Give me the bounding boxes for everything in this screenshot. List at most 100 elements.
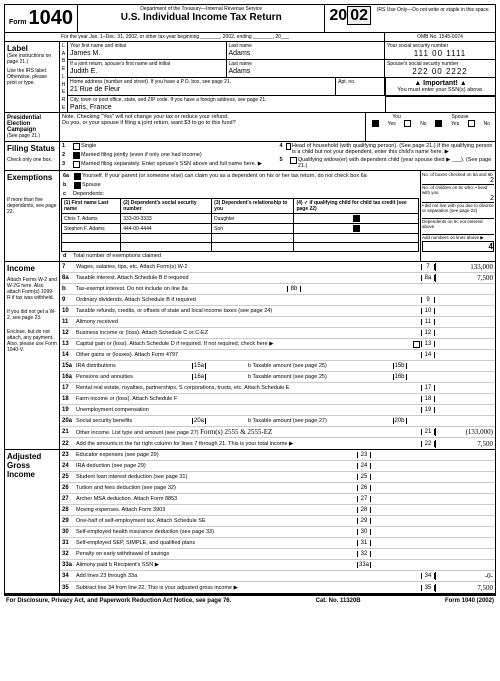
line-23: Educator expenses (see page 29) xyxy=(74,452,357,458)
first-name-field[interactable]: Your first name and initial James M. xyxy=(68,42,227,59)
line-13: Capital gain or (loss). Attach Schedule … xyxy=(74,341,412,347)
dep2-qualifying-checkbox[interactable] xyxy=(353,225,360,232)
line-25: Student loan interest deduction (see pag… xyxy=(74,474,357,480)
filing-mfj-checkbox[interactable] xyxy=(73,152,80,159)
line-35-amount[interactable]: 7,500 xyxy=(435,584,495,592)
filing-opt5: Qualifying widow(er) with dependent chil… xyxy=(298,157,493,169)
pec-you-yes[interactable] xyxy=(372,120,379,127)
line-21-amount[interactable]: (133,000) xyxy=(435,428,495,436)
label-vertical: LABEL HERE xyxy=(60,42,68,112)
line-35: Subtract line 34 from line 22. This is y… xyxy=(74,585,421,591)
footer-catno: Cat. No. 11320B xyxy=(316,598,361,604)
side-label-4: Dependents on 6c not entered above xyxy=(422,219,494,229)
address-field[interactable]: Home address (number and street). If you… xyxy=(68,78,336,95)
line-27: Archer MSA deduction. Attach Form 8853 xyxy=(74,496,357,502)
line-30: Self-employed health insurance deduction… xyxy=(74,529,357,535)
exemptions-title: Exemptions If more than five dependents,… xyxy=(5,171,60,261)
filing-qw-checkbox[interactable] xyxy=(290,157,297,164)
line-24: IRA deduction (see page 29) xyxy=(74,463,357,469)
income-title: Income Attach Forms W-2 and W-2G here. A… xyxy=(5,262,60,449)
line-22-amount[interactable]: 7,500 xyxy=(435,440,495,448)
header-center: Department of the Treasury—Internal Reve… xyxy=(77,5,325,32)
line-14: Other gains or (losses). Attach Form 479… xyxy=(74,352,421,358)
line-9: Ordinary dividends. Attach Schedule B if… xyxy=(74,297,421,303)
omb-number: OMB No. 1545-0074 xyxy=(385,33,495,41)
line-8a-amount[interactable]: 7,500 xyxy=(435,274,495,282)
line-6b: Spouse xyxy=(82,182,101,188)
pec-spouse-no[interactable] xyxy=(468,120,475,127)
line-28: Moving expenses. Attach Form 3903 xyxy=(74,507,357,513)
pec-title: Presidential Election Campaign (See page… xyxy=(5,113,60,141)
dep1-qualifying-checkbox[interactable] xyxy=(353,215,360,222)
label-section-title: Label (See instructions on page 21.) Use… xyxy=(5,42,60,112)
dependents-table: (1) First name Last name (2) Dependent's… xyxy=(61,198,419,252)
apt-field[interactable]: Apt. no. xyxy=(336,78,385,95)
line-11: Alimony received xyxy=(74,319,421,325)
filing-opt2: Married filing jointly (even if only one… xyxy=(81,152,202,158)
line-6d: Total number of exemptions claimed xyxy=(73,253,161,259)
line-6c: Dependents: xyxy=(73,191,104,197)
footer-form-ref: Form 1040 (2002) xyxy=(445,598,494,604)
table-row[interactable] xyxy=(62,243,419,252)
line-18: Farm income or (loss). Attach Schedule F xyxy=(74,396,421,402)
table-row[interactable] xyxy=(62,234,419,243)
filing-status-title: Filing Status Check only one box. xyxy=(5,142,60,170)
line-8a: Taxable interest. Attach Schedule B if r… xyxy=(74,275,421,281)
side-val-2: 2 xyxy=(422,195,494,203)
exemption-spouse-checkbox[interactable] xyxy=(74,182,81,189)
filing-mfs-checkbox[interactable] xyxy=(73,161,80,168)
line-12: Business income or (loss). Attach Schedu… xyxy=(74,330,421,336)
side-label-2: No. of children on 6c who: • lived with … xyxy=(422,185,494,195)
your-ssn[interactable]: Your social security number 111 00 1111 xyxy=(385,42,495,59)
filing-opt1: Single xyxy=(81,143,96,149)
pec-you-label: You xyxy=(392,114,400,120)
exemption-yourself-checkbox[interactable] xyxy=(74,173,81,180)
line-13-checkbox[interactable] xyxy=(413,341,420,348)
line-21: Other income. List type and amount (see … xyxy=(74,428,421,436)
form-number: Form 1040 xyxy=(5,5,77,32)
last-name-field[interactable]: Last name Adams xyxy=(227,42,386,59)
important-notice: ▲ Important! ▲ You must enter your SSN(s… xyxy=(385,78,495,95)
line-34: Add lines 23 through 33a xyxy=(74,573,421,579)
line-8b: Tax-exempt interest. Do not include on l… xyxy=(74,286,287,292)
pec-you-no[interactable] xyxy=(404,120,411,127)
exemptions-total: 4 xyxy=(422,241,494,252)
table-row[interactable]: Stephen F. Adams 444-00-4444 Son xyxy=(62,224,419,234)
spouse-first-name-field[interactable]: If a joint return, spouse's first name a… xyxy=(68,60,227,77)
spouse-ssn[interactable]: Spouse's social security number 222 00 2… xyxy=(385,60,495,77)
tax-year-line: For the year Jan. 1–Dec. 31, 2002, or ot… xyxy=(60,33,385,41)
spouse-last-name-field[interactable]: Last name Adams xyxy=(227,60,386,77)
line-6a: Yourself. If your parent (or someone els… xyxy=(82,173,367,179)
filing-opt4: Head of household (with qualifying perso… xyxy=(292,143,493,155)
line-7: Wages, salaries, tips, etc. Attach Form(… xyxy=(74,264,421,270)
city-field[interactable]: City, town or post office, state, and ZI… xyxy=(68,96,385,112)
line-7-amount[interactable]: 133,000 xyxy=(435,263,495,271)
line-19: Unemployment compensation xyxy=(74,407,421,413)
footer-disclosure: For Disclosure, Privacy Act, and Paperwo… xyxy=(6,598,231,604)
line-20a: Social security benefits xyxy=(74,418,192,424)
filing-hoh-checkbox[interactable] xyxy=(286,143,291,150)
line-22: Add the amounts in the far right column … xyxy=(74,441,421,447)
pec-question: Do you, or your spouse if filing a joint… xyxy=(62,120,363,126)
filing-opt3: Married filing separately. Enter spouse'… xyxy=(81,161,262,167)
table-row[interactable]: Chris T. Adams 333-00-3333 Daughter xyxy=(62,214,419,224)
line-10: Taxable refunds, credits, or offsets of … xyxy=(74,308,421,314)
filing-single-checkbox[interactable] xyxy=(73,143,80,150)
line-29: One-half of self-employment tax. Attach … xyxy=(74,518,357,524)
line-33a: Alimony paid b Recipient's SSN ▶ xyxy=(74,562,357,568)
line-26: Tuition and fees deduction (see page 32) xyxy=(74,485,357,491)
pec-spouse-yes[interactable] xyxy=(435,120,442,127)
side-label-1: No. of boxes checked on 6a and 6b xyxy=(422,172,494,177)
line-34-amount[interactable]: -0- xyxy=(435,572,495,580)
irs-use-only: IRS Use Only—Do not write or staple in t… xyxy=(375,5,495,32)
line-16a: Pensions and annuities xyxy=(74,374,192,380)
line-32: Penalty on early withdrawal of savings xyxy=(74,551,357,557)
line-17: Rental real estate, royalties, partnersh… xyxy=(74,385,421,391)
tax-year: 2002 xyxy=(325,5,375,32)
side-val-1: 2 xyxy=(422,177,494,185)
side-label-5: Add numbers on lines above ▶ xyxy=(422,235,494,241)
side-label-3: • did not live with you due to divorce o… xyxy=(422,203,494,213)
agi-title: Adjusted Gross Income xyxy=(5,450,60,593)
line-15a: IRA distributions xyxy=(74,363,192,369)
pec-spouse-label: Spouse xyxy=(452,114,469,120)
